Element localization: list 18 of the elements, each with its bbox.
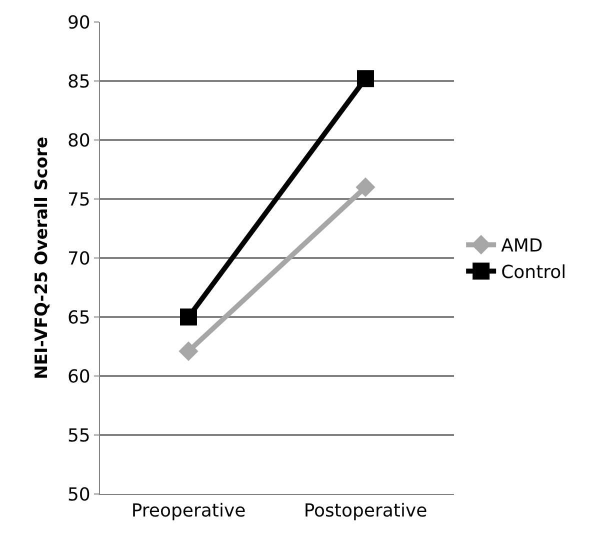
point	[180, 308, 197, 326]
point	[178, 342, 198, 361]
point	[357, 70, 374, 88]
point	[356, 178, 376, 197]
y-tick-label: 65	[67, 307, 90, 328]
y-tick-label: 70	[67, 248, 90, 270]
y-tick-label: 75	[67, 189, 90, 210]
legend-label: Control	[501, 262, 566, 284]
y-axis-title: NEI-VFQ-25 Overall Score	[32, 136, 52, 380]
y-tick-label: 55	[67, 425, 90, 446]
legend-label: AMD	[501, 236, 543, 257]
y-tick-label: 60	[67, 366, 90, 388]
y-tick-label: 80	[67, 130, 90, 152]
y-tick-label: 85	[67, 71, 90, 92]
y-tick-label: 50	[67, 484, 90, 506]
y-tick-label: 90	[67, 12, 90, 34]
x-tick-label: Postoperative	[304, 500, 428, 522]
x-tick-label: Preoperative	[131, 500, 246, 522]
